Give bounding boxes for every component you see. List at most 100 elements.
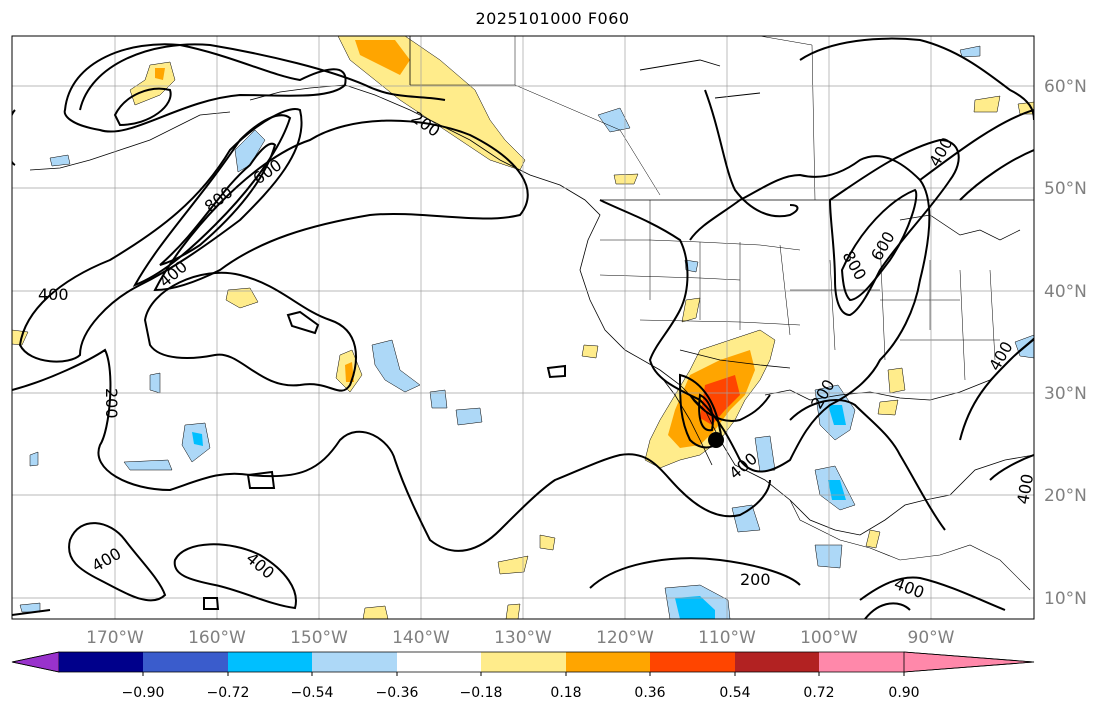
colorbar-segment [735,652,819,672]
lat-label: 50°N [1044,179,1087,199]
negative-fill [814,544,843,569]
baja-coast [661,377,713,466]
colorbar-tick-label: −0.90 [122,685,165,701]
colorbar-tick-label: −0.36 [376,685,419,701]
colorbar-extend-max [903,651,1035,673]
negative-fill [959,45,981,58]
contour-line [959,337,1034,441]
lat-label: 10°N [1044,589,1087,609]
positive-fill [973,95,1001,113]
negative-fill [234,129,266,173]
colorbar-segment [397,652,481,672]
lon-label: 120°W [596,628,654,648]
colorbar-tick-label: 0.18 [550,685,581,701]
colorbar-segment [143,652,228,672]
contour-line [143,271,357,392]
contour-line [859,576,1006,611]
colorbar [11,651,1035,676]
contours [12,37,1034,619]
mexico-coast [789,499,1031,591]
us-mex-border [679,349,791,369]
great-lakes [899,214,1021,241]
contour-line [698,393,714,432]
positive-fill [505,603,521,619]
contour-line [840,188,918,302]
lon-label: 160°W [188,628,246,648]
contour-line [203,597,220,610]
contour-line [173,543,297,610]
lon-label: 150°W [290,628,348,648]
contour-label: 200 [102,388,121,419]
colorbar-extend-min [11,651,60,673]
map-title: 2025101000 F060 [475,9,630,28]
contour-line [12,109,16,166]
location-marker [708,432,724,448]
colorbar-frame [11,651,1035,673]
us-states [599,200,1000,381]
contour-line [828,138,960,317]
lat-label: 60°N [1044,77,1087,97]
colorbar-tick-label: 0.36 [634,685,665,701]
contour-line [799,37,1034,121]
negative-fill [731,504,761,533]
negative-fill [754,435,776,473]
lat-label: 20°N [1044,486,1087,506]
lon-label: 90°W [908,628,955,648]
negative-fill [429,389,448,409]
positive-fill [877,399,899,416]
contour-line [63,43,347,133]
contour-line [159,142,277,266]
colorbar-segment [566,652,650,672]
alaska-coast [29,111,231,171]
map-panel: 200 600 800 400 400 200 400 400 200 200 … [12,36,1037,619]
map-frame [11,35,1035,620]
colorbar-segment [312,652,397,672]
negative-fill [371,339,421,393]
contour-line [153,119,529,292]
contour-line [959,149,1034,201]
colorbar-segment [481,652,566,672]
colorbar-tick-label: 0.54 [719,685,750,701]
contour-line [599,155,931,473]
lat-label: 30°N [1044,384,1087,404]
positive-fill [681,297,701,323]
contour-line [113,87,172,127]
colorbar-tick-label: −0.72 [207,685,250,701]
positive-fill [581,344,599,359]
contour-line [989,454,1034,481]
positive-fill [155,68,165,80]
negative-fill [455,407,483,426]
positive-fill [225,287,259,309]
contour-label: 400 [1013,472,1037,505]
negative-fill [597,107,631,133]
contour-line [286,310,320,335]
contour-line [12,348,771,552]
negative-fill [192,432,203,446]
positive-fill [613,173,639,185]
negative-fill [828,405,846,425]
positive-fill [355,40,410,75]
contour-line [689,394,771,422]
contour-line [68,522,167,602]
negative-fill [675,596,715,619]
positive-fill [497,555,529,575]
lon-label: 140°W [392,628,450,648]
colorbar-tick-label: −0.54 [291,685,334,701]
latitude-labels: 60°N 50°N 40°N 30°N 20°N 10°N [1044,77,1087,609]
colorbar-segment [650,652,735,672]
contour-line [12,609,51,616]
lon-label: 110°W [698,628,756,648]
contour-line [79,43,446,111]
positive-fill [887,367,906,394]
contour-line [589,557,801,589]
contour-line [546,364,566,379]
negative-fill [123,459,173,471]
hudson-coast [639,59,761,99]
colorbar-segment [59,652,143,672]
contour-line [789,399,946,531]
contour-line [132,114,292,287]
positive-fill [362,605,389,619]
lat-label: 40°N [1044,282,1087,302]
lon-label: 100°W [800,628,858,648]
